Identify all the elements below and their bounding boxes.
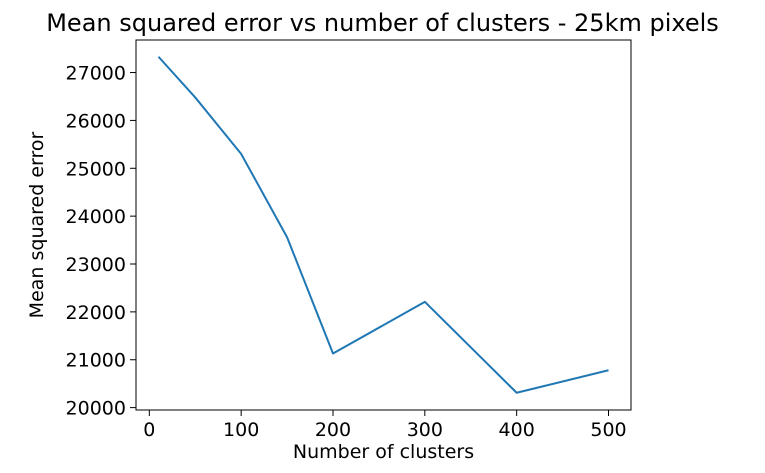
- y-tick-label: 27000: [66, 63, 126, 85]
- x-tick-label: 100: [223, 419, 259, 441]
- series-layer: [157, 56, 609, 394]
- y-tick-label: 21000: [66, 350, 126, 372]
- x-tick-label: 200: [315, 419, 351, 441]
- x-tick-label: 400: [499, 419, 535, 441]
- y-axis: 20000 21000 22000 23000 24000 25000 26000 27000: [66, 63, 136, 420]
- y-tick-label: 20000: [66, 398, 126, 420]
- x-tick-label: 0: [143, 419, 155, 441]
- series-line: [157, 56, 609, 394]
- x-axis-label: Number of clusters: [293, 441, 474, 463]
- chart-title: Mean squared error vs number of clusters…: [46, 9, 719, 37]
- x-tick-label: 500: [590, 419, 626, 441]
- y-tick-label: 24000: [66, 206, 126, 228]
- x-axis: 0 100 200 300 400 500: [143, 410, 627, 441]
- y-axis-label: Mean squared error: [26, 131, 48, 318]
- y-tick-label: 22000: [66, 302, 126, 324]
- x-tick-label: 300: [407, 419, 443, 441]
- y-tick-label: 25000: [66, 158, 126, 180]
- y-tick-label: 26000: [66, 110, 126, 132]
- y-tick-label: 23000: [66, 254, 126, 276]
- plot-area: [135, 39, 632, 411]
